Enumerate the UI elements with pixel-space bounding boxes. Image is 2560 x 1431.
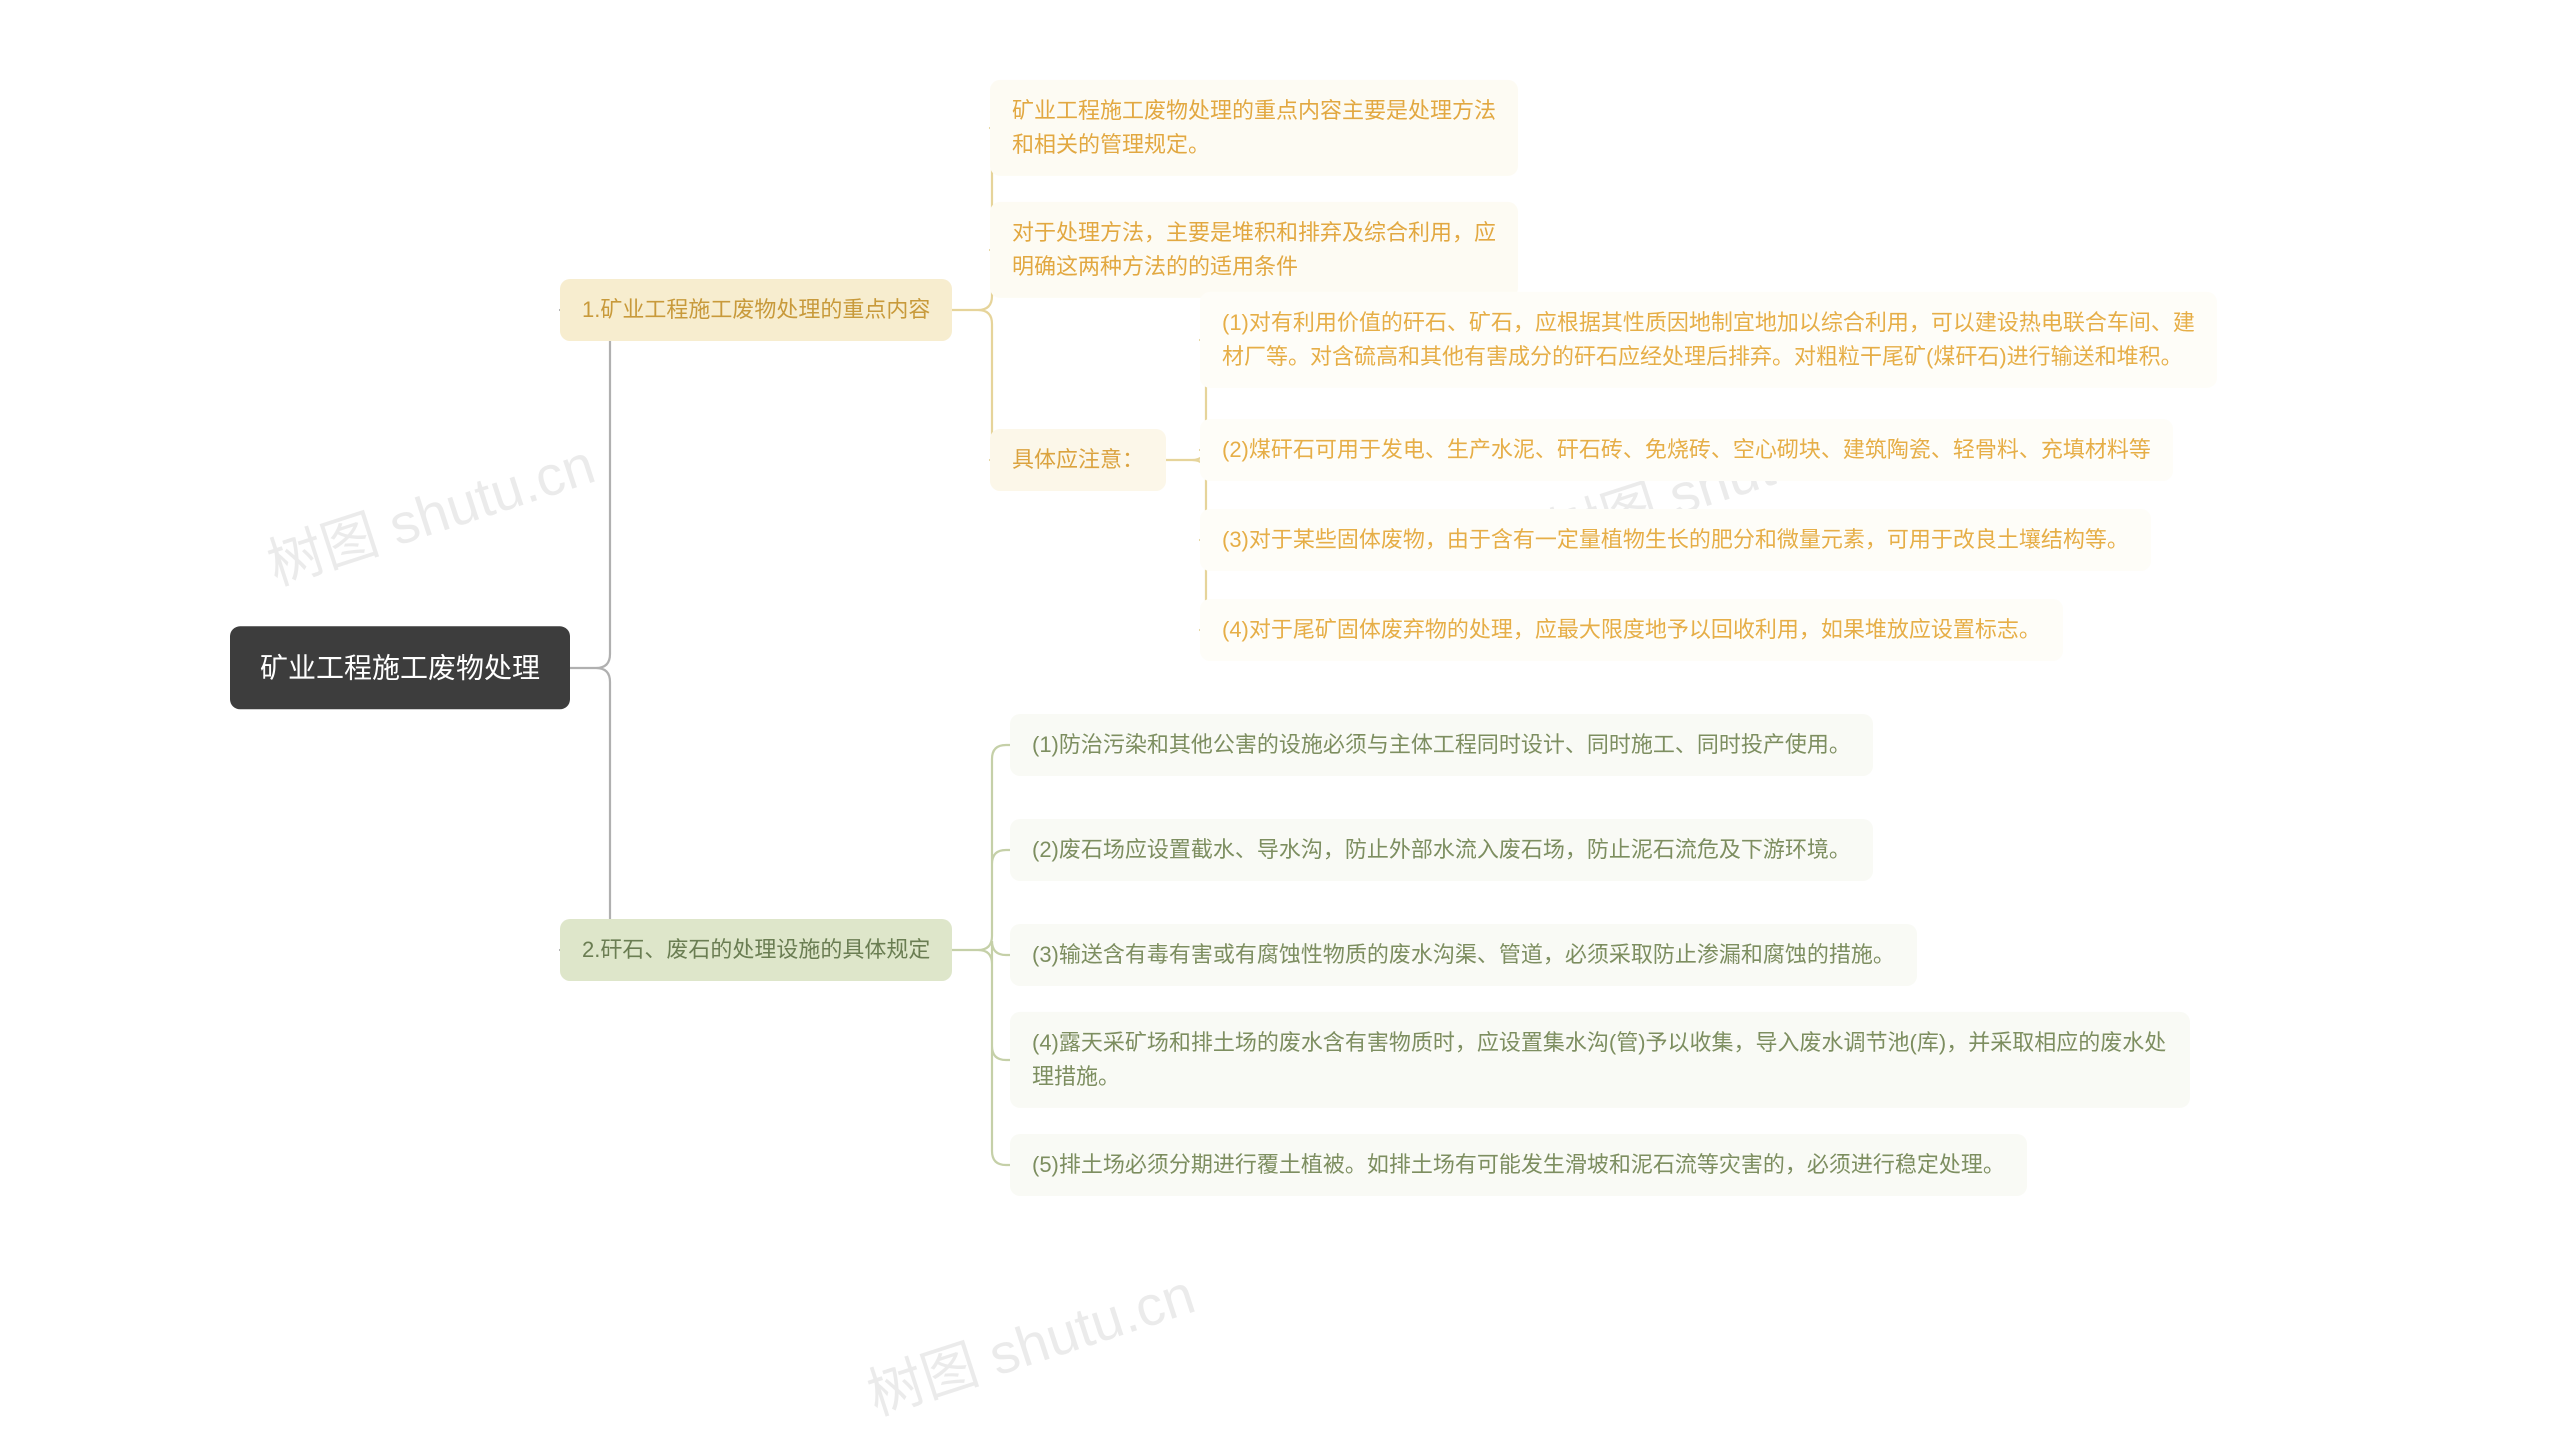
leaf-node[interactable]: (5)排土场必须分期进行覆土植被。如排土场有可能发生滑坡和泥石流等灾害的，必须进… [1010, 1134, 2027, 1196]
branch-node[interactable]: 1.矿业工程施工废物处理的重点内容 [560, 279, 952, 341]
leaf-node[interactable]: (2)煤矸石可用于发电、生产水泥、矸石砖、免烧砖、空心砌块、建筑陶瓷、轻骨料、充… [1200, 419, 2173, 481]
leaf-node[interactable]: (1)对有利用价值的矸石、矿石，应根据其性质因地制宜地加以综合利用，可以建设热电… [1200, 292, 2217, 388]
branch-node[interactable]: 2.矸石、废石的处理设施的具体规定 [560, 919, 952, 981]
leaf-node[interactable]: (4)对于尾矿固体废弃物的处理，应最大限度地予以回收利用，如果堆放应设置标志。 [1200, 599, 2063, 661]
leaf-node[interactable]: (2)废石场应设置截水、导水沟，防止外部水流入废石场，防止泥石流危及下游环境。 [1010, 819, 1873, 881]
branch-node[interactable]: 具体应注意： [990, 429, 1166, 491]
leaf-node[interactable]: (1)防治污染和其他公害的设施必须与主体工程同时设计、同时施工、同时投产使用。 [1010, 714, 1873, 776]
root-node[interactable]: 矿业工程施工废物处理 [230, 626, 570, 709]
mindmap-canvas: 树图 shutu.cn 树图 shutu.cn 树图 shutu.cn 矿业工程… [0, 0, 2560, 1356]
watermark: 树图 shutu.cn [856, 1250, 1204, 1431]
leaf-node[interactable]: 对于处理方法，主要是堆积和排弃及综合利用，应 明确这两种方法的的适用条件 [990, 202, 1518, 298]
leaf-node[interactable]: (3)对于某些固体废物，由于含有一定量植物生长的肥分和微量元素，可用于改良土壤结… [1200, 509, 2151, 571]
leaf-node[interactable]: 矿业工程施工废物处理的重点内容主要是处理方法 和相关的管理规定。 [990, 80, 1518, 176]
leaf-node[interactable]: (3)输送含有毒有害或有腐蚀性物质的废水沟渠、管道，必须采取防止渗漏和腐蚀的措施… [1010, 924, 1917, 986]
watermark: 树图 shutu.cn [256, 420, 604, 602]
leaf-node[interactable]: (4)露天采矿场和排土场的废水含有害物质时，应设置集水沟(管)予以收集，导入废水… [1010, 1012, 2190, 1108]
